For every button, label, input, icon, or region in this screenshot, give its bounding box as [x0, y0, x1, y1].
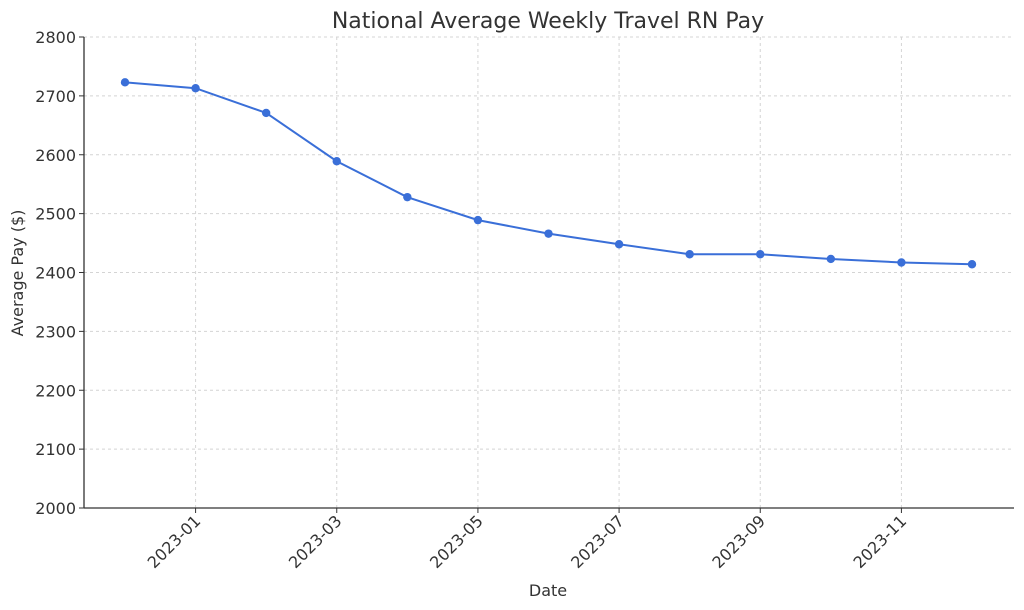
y-tick-label: 2000: [35, 499, 76, 518]
y-tick-label: 2600: [35, 146, 76, 165]
x-tick-label: 2023-07: [567, 511, 628, 572]
data-point: [685, 250, 694, 259]
y-axis-label: Average Pay ($): [8, 210, 27, 337]
data-point: [261, 108, 271, 118]
x-tick-label: 2023-01: [144, 511, 205, 572]
data-point: [826, 254, 836, 264]
y-tick-label: 2200: [35, 381, 76, 400]
data-point: [967, 260, 977, 269]
y-tick-label: 2300: [35, 322, 76, 341]
data-point: [403, 192, 412, 202]
data-point: [614, 240, 624, 249]
y-tick-label: 2700: [35, 87, 76, 106]
data-point: [756, 250, 765, 259]
chart-title: National Average Weekly Travel RN Pay: [332, 9, 764, 34]
x-tick-label: 2023-05: [426, 511, 487, 572]
data-point: [191, 84, 200, 93]
data-point: [473, 215, 483, 225]
data-point: [332, 157, 341, 166]
data-points: [120, 78, 977, 269]
y-tick-label: 2500: [35, 205, 76, 224]
grid-lines: [84, 36, 1014, 509]
y-tick-label: 2100: [35, 440, 76, 459]
x-axis-ticks: 2023-01 2023-03 2023-05 2023-07 2023-09 2023-…: [144, 508, 911, 572]
data-point: [120, 78, 130, 87]
y-axis-ticks: 2000 2100 2200 2300 2400 2500 2600 2700 2800: [35, 28, 84, 518]
y-tick-label: 2800: [35, 28, 76, 47]
x-tick-label: 2023-03: [285, 511, 346, 572]
x-tick-label: 2023-11: [850, 511, 911, 572]
x-axis-label: Date: [529, 581, 567, 600]
y-tick-label: 2400: [35, 264, 76, 283]
data-point: [897, 258, 906, 267]
x-tick-label: 2023-09: [708, 511, 769, 572]
data-point: [544, 229, 553, 238]
